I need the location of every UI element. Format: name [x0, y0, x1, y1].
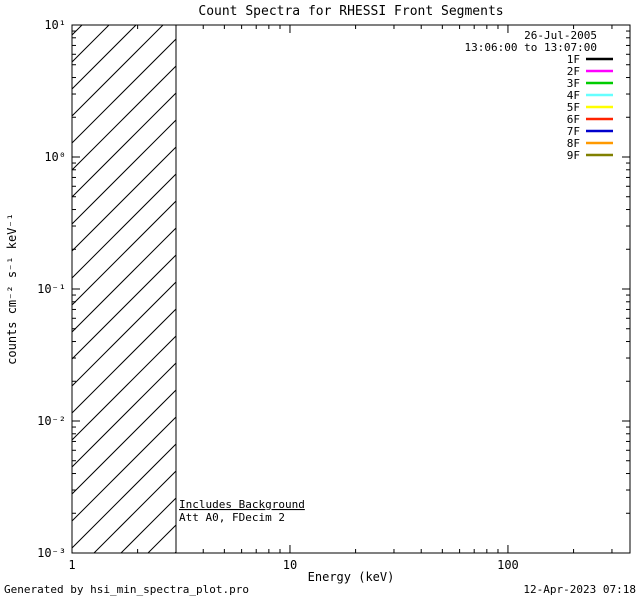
hatch-line: [72, 146, 177, 252]
y-tick-label: 10⁻³: [37, 546, 66, 560]
hatched-region: [72, 25, 177, 553]
hatch-line: [72, 25, 83, 36]
legend-label-5F: 5F: [567, 101, 580, 114]
legend-label-2F: 2F: [567, 65, 580, 78]
hatch-line: [72, 335, 177, 441]
x-tick-label: 1: [68, 558, 75, 572]
legend-label-3F: 3F: [567, 77, 580, 90]
hatch-line: [72, 65, 177, 171]
annotation-includes-background: Includes Background: [179, 498, 305, 511]
y-tick-label: 10⁻²: [37, 414, 66, 428]
hatch-line: [72, 173, 177, 279]
hatch-line: [72, 92, 177, 198]
hatch-line: [147, 524, 177, 553]
y-tick-label: 10⁰: [44, 150, 66, 164]
footer-generator: Generated by hsi_min_spectra_plot.pro: [4, 583, 249, 596]
legend-label-9F: 9F: [567, 149, 580, 162]
hatch-line: [72, 443, 177, 549]
axes: [71, 24, 631, 554]
legend-label-4F: 4F: [567, 89, 580, 102]
x-tick-label: 10: [283, 558, 297, 572]
footer-timestamp: 12-Apr-2023 07:18: [523, 583, 636, 596]
tick-labels: 1 10 100 10¹ 10⁰ 10⁻¹ 10⁻² 10⁻³: [37, 18, 519, 572]
hatch-line: [72, 362, 177, 468]
y-axis-label: counts cm⁻² s⁻¹ keV⁻¹: [5, 213, 19, 365]
hatch-line: [72, 25, 164, 117]
hatch-line: [72, 25, 110, 63]
hatch-line: [72, 308, 177, 414]
hatch-line: [120, 497, 177, 553]
legend-time-range: 13:06:00 to 13:07:00: [465, 41, 597, 54]
hatch-line: [72, 389, 177, 495]
hatch-line: [72, 254, 177, 360]
hatch-line: [72, 200, 177, 306]
y-tick-label: 10⁻¹: [37, 282, 66, 296]
legend-date: 26-Jul-2005: [524, 29, 597, 42]
hatch-line: [72, 227, 177, 333]
legend-label-7F: 7F: [567, 125, 580, 138]
legend-label-6F: 6F: [567, 113, 580, 126]
x-axis-label: Energy (keV): [308, 570, 395, 584]
x-tick-label: 100: [497, 558, 519, 572]
plot-frame: [71, 24, 631, 554]
chart-title: Count Spectra for RHESSI Front Segments: [198, 4, 503, 19]
y-tick-label: 10¹: [44, 18, 66, 32]
hatch-line: [72, 281, 177, 387]
hatch-line: [72, 38, 177, 144]
hatch-line: [93, 470, 177, 553]
hatch-line: [72, 416, 177, 522]
annotation-attenuator-decim: Att A0, FDecim 2: [179, 511, 285, 524]
hatch-line: [72, 119, 177, 225]
legend-label-1F: 1F: [567, 53, 580, 66]
hatch-line: [72, 25, 137, 90]
legend-label-8F: 8F: [567, 137, 580, 150]
